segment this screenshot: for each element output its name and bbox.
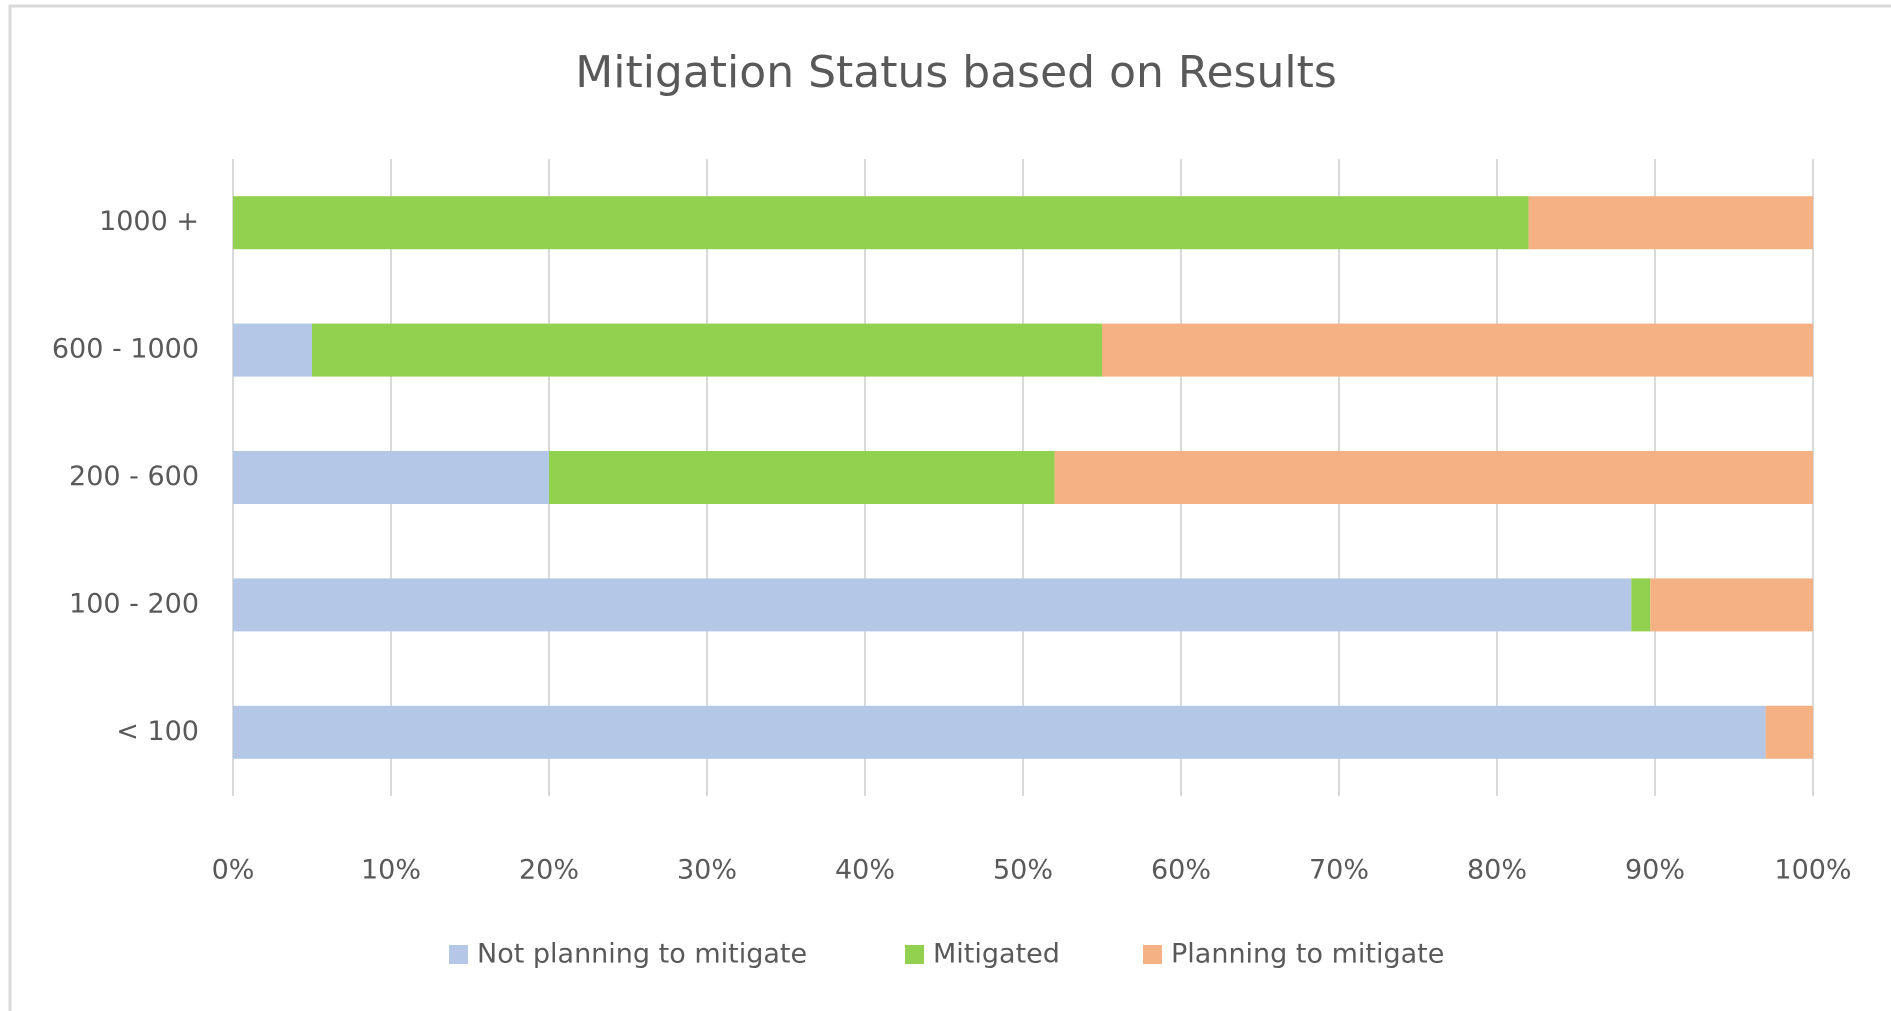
bar-segment (549, 451, 1055, 504)
x-tick-label: 20% (519, 855, 579, 886)
chart-border (8, 4, 1891, 1011)
legend-label: Planning to mitigate (1171, 939, 1444, 970)
x-tick-label: 10% (361, 855, 421, 886)
y-tick-label: < 100 (116, 716, 199, 747)
x-tick-label: 100% (1774, 855, 1851, 886)
chart-title: Mitigation Status based on Results (575, 47, 1337, 98)
bar-segment (233, 196, 1529, 250)
x-tick-label: 30% (677, 855, 737, 886)
legend-label: Mitigated (933, 939, 1060, 970)
legend-label: Not planning to mitigate (477, 939, 807, 970)
bar-segment (233, 578, 1632, 632)
bar-segment (1631, 578, 1651, 632)
bar-segment (1054, 451, 1813, 504)
legend-swatch (1143, 945, 1162, 964)
bar-segment (1528, 196, 1813, 250)
legend-swatch (449, 945, 468, 964)
x-tick-label: 40% (835, 855, 895, 886)
y-tick-label: 100 - 200 (69, 588, 199, 619)
legend-swatch (905, 945, 924, 964)
bar-segment (1102, 323, 1813, 377)
bar-segment (233, 705, 1766, 759)
bar-segment (233, 323, 312, 377)
bar-segment (312, 323, 1102, 377)
bar-segment (233, 451, 549, 504)
x-tick-label: 60% (1151, 855, 1211, 886)
x-tick-label: 80% (1467, 855, 1527, 886)
x-tick-label: 50% (993, 855, 1053, 886)
bar-segment (1650, 578, 1813, 632)
y-tick-label: 200 - 600 (69, 461, 199, 492)
y-tick-label: 1000 + (99, 206, 199, 237)
x-tick-label: 0% (212, 855, 255, 886)
x-tick-label: 90% (1625, 855, 1685, 886)
bar-segment (1765, 705, 1813, 759)
y-tick-label: 600 - 1000 (52, 334, 199, 365)
x-tick-label: 70% (1309, 855, 1369, 886)
